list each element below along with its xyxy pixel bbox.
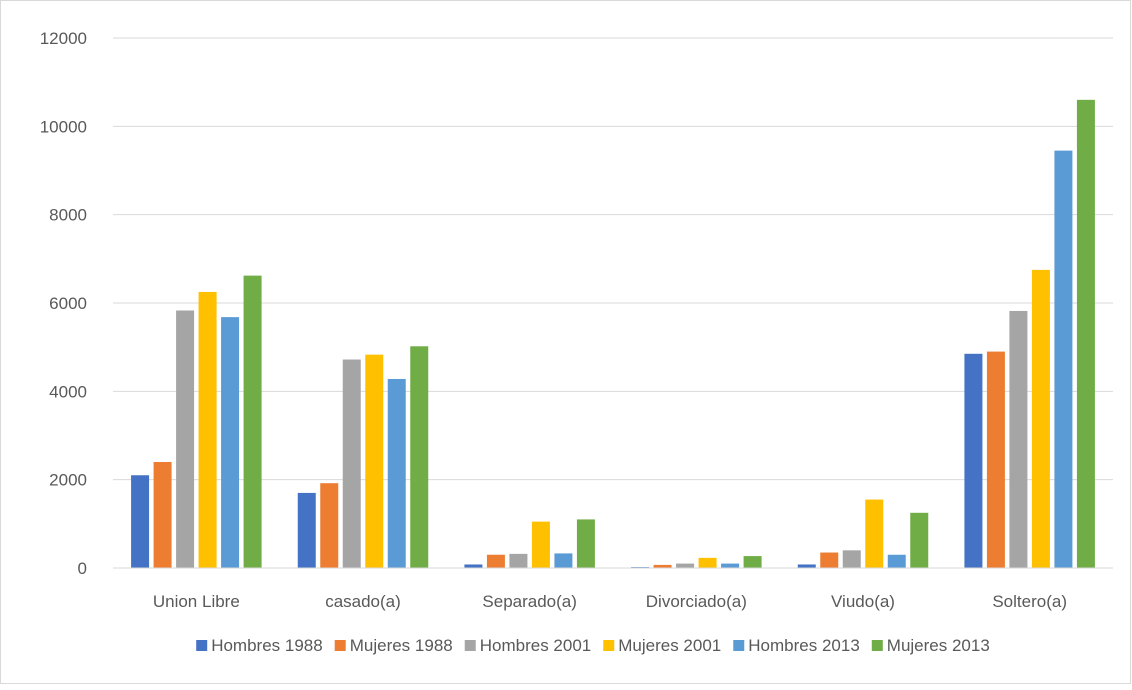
- category-label: Union Libre: [153, 592, 240, 611]
- legend-swatch: [871, 640, 883, 651]
- bars: [131, 99, 1095, 568]
- legend-item: Mujeres 2013: [871, 636, 990, 655]
- category-label: Viudo(a): [831, 592, 895, 611]
- bar: [342, 359, 361, 568]
- legend-swatch: [603, 640, 615, 651]
- y-tick-label: 6000: [49, 294, 87, 313]
- bar: [865, 499, 884, 568]
- bar: [576, 519, 595, 568]
- bar: [964, 353, 983, 568]
- bar: [509, 553, 528, 568]
- bar: [554, 553, 573, 568]
- legend-label: Hombres 1988: [211, 636, 323, 655]
- bar: [1076, 99, 1095, 568]
- bar: [320, 483, 339, 568]
- legend-item: Hombres 2013: [733, 636, 860, 655]
- bar: [387, 378, 406, 568]
- bar: [721, 563, 740, 568]
- bar: [221, 317, 240, 568]
- bar: [176, 310, 195, 568]
- bar: [297, 492, 316, 568]
- y-tick-label: 12000: [40, 29, 87, 48]
- bar: [153, 462, 172, 568]
- bar: [410, 346, 429, 568]
- bar: [198, 291, 217, 568]
- legend-item: Mujeres 2001: [603, 636, 721, 655]
- legend-swatch: [196, 640, 208, 651]
- y-tick-label: 8000: [49, 206, 87, 225]
- bar: [243, 275, 262, 568]
- bar: [1031, 269, 1050, 568]
- legend-label: Hombres 2001: [480, 636, 592, 655]
- bar: [1054, 150, 1073, 568]
- bar: [820, 552, 839, 568]
- legend-item: Hombres 2001: [464, 636, 592, 655]
- bar: [797, 564, 816, 568]
- bar: [486, 554, 505, 568]
- category-label: casado(a): [325, 592, 401, 611]
- category-label: Soltero(a): [992, 592, 1067, 611]
- y-tick-label: 2000: [49, 471, 87, 490]
- bar: [1009, 310, 1028, 568]
- bar: [842, 550, 861, 568]
- bar: [531, 521, 550, 568]
- bar: [743, 556, 762, 568]
- legend-label: Mujeres 1988: [350, 636, 453, 655]
- y-tick-label: 10000: [40, 117, 87, 136]
- legend-item: Hombres 1988: [196, 636, 323, 655]
- bar: [698, 557, 717, 568]
- legend-swatch: [334, 640, 346, 651]
- legend-swatch: [464, 640, 476, 651]
- bar: [464, 564, 483, 568]
- category-label: Divorciado(a): [646, 592, 747, 611]
- bar: [131, 475, 150, 568]
- legend-label: Mujeres 2001: [618, 636, 721, 655]
- bar: [676, 563, 695, 568]
- bar: [910, 512, 929, 568]
- legend-label: Mujeres 2013: [887, 636, 990, 655]
- bar: [986, 351, 1005, 568]
- legend-item: Mujeres 1988: [334, 636, 453, 655]
- bar: [365, 354, 384, 568]
- legend-swatch: [733, 640, 745, 651]
- y-axis-ticks: 0 2000 4000 6000 8000 10000 12000: [40, 29, 87, 578]
- legend: Hombres 1988 Mujeres 1988 Hombres 2001 Muje…: [196, 636, 990, 655]
- category-labels: Union Libre casado(a) Separado(a) Divorciad…: [153, 592, 1067, 611]
- legend-label: Hombres 2013: [748, 636, 860, 655]
- bar: [653, 564, 672, 568]
- gridlines: [113, 37, 1113, 481]
- y-tick-label: 4000: [49, 382, 87, 401]
- category-label: Separado(a): [482, 592, 577, 611]
- bar: [887, 554, 906, 568]
- y-tick-label: 0: [78, 559, 87, 578]
